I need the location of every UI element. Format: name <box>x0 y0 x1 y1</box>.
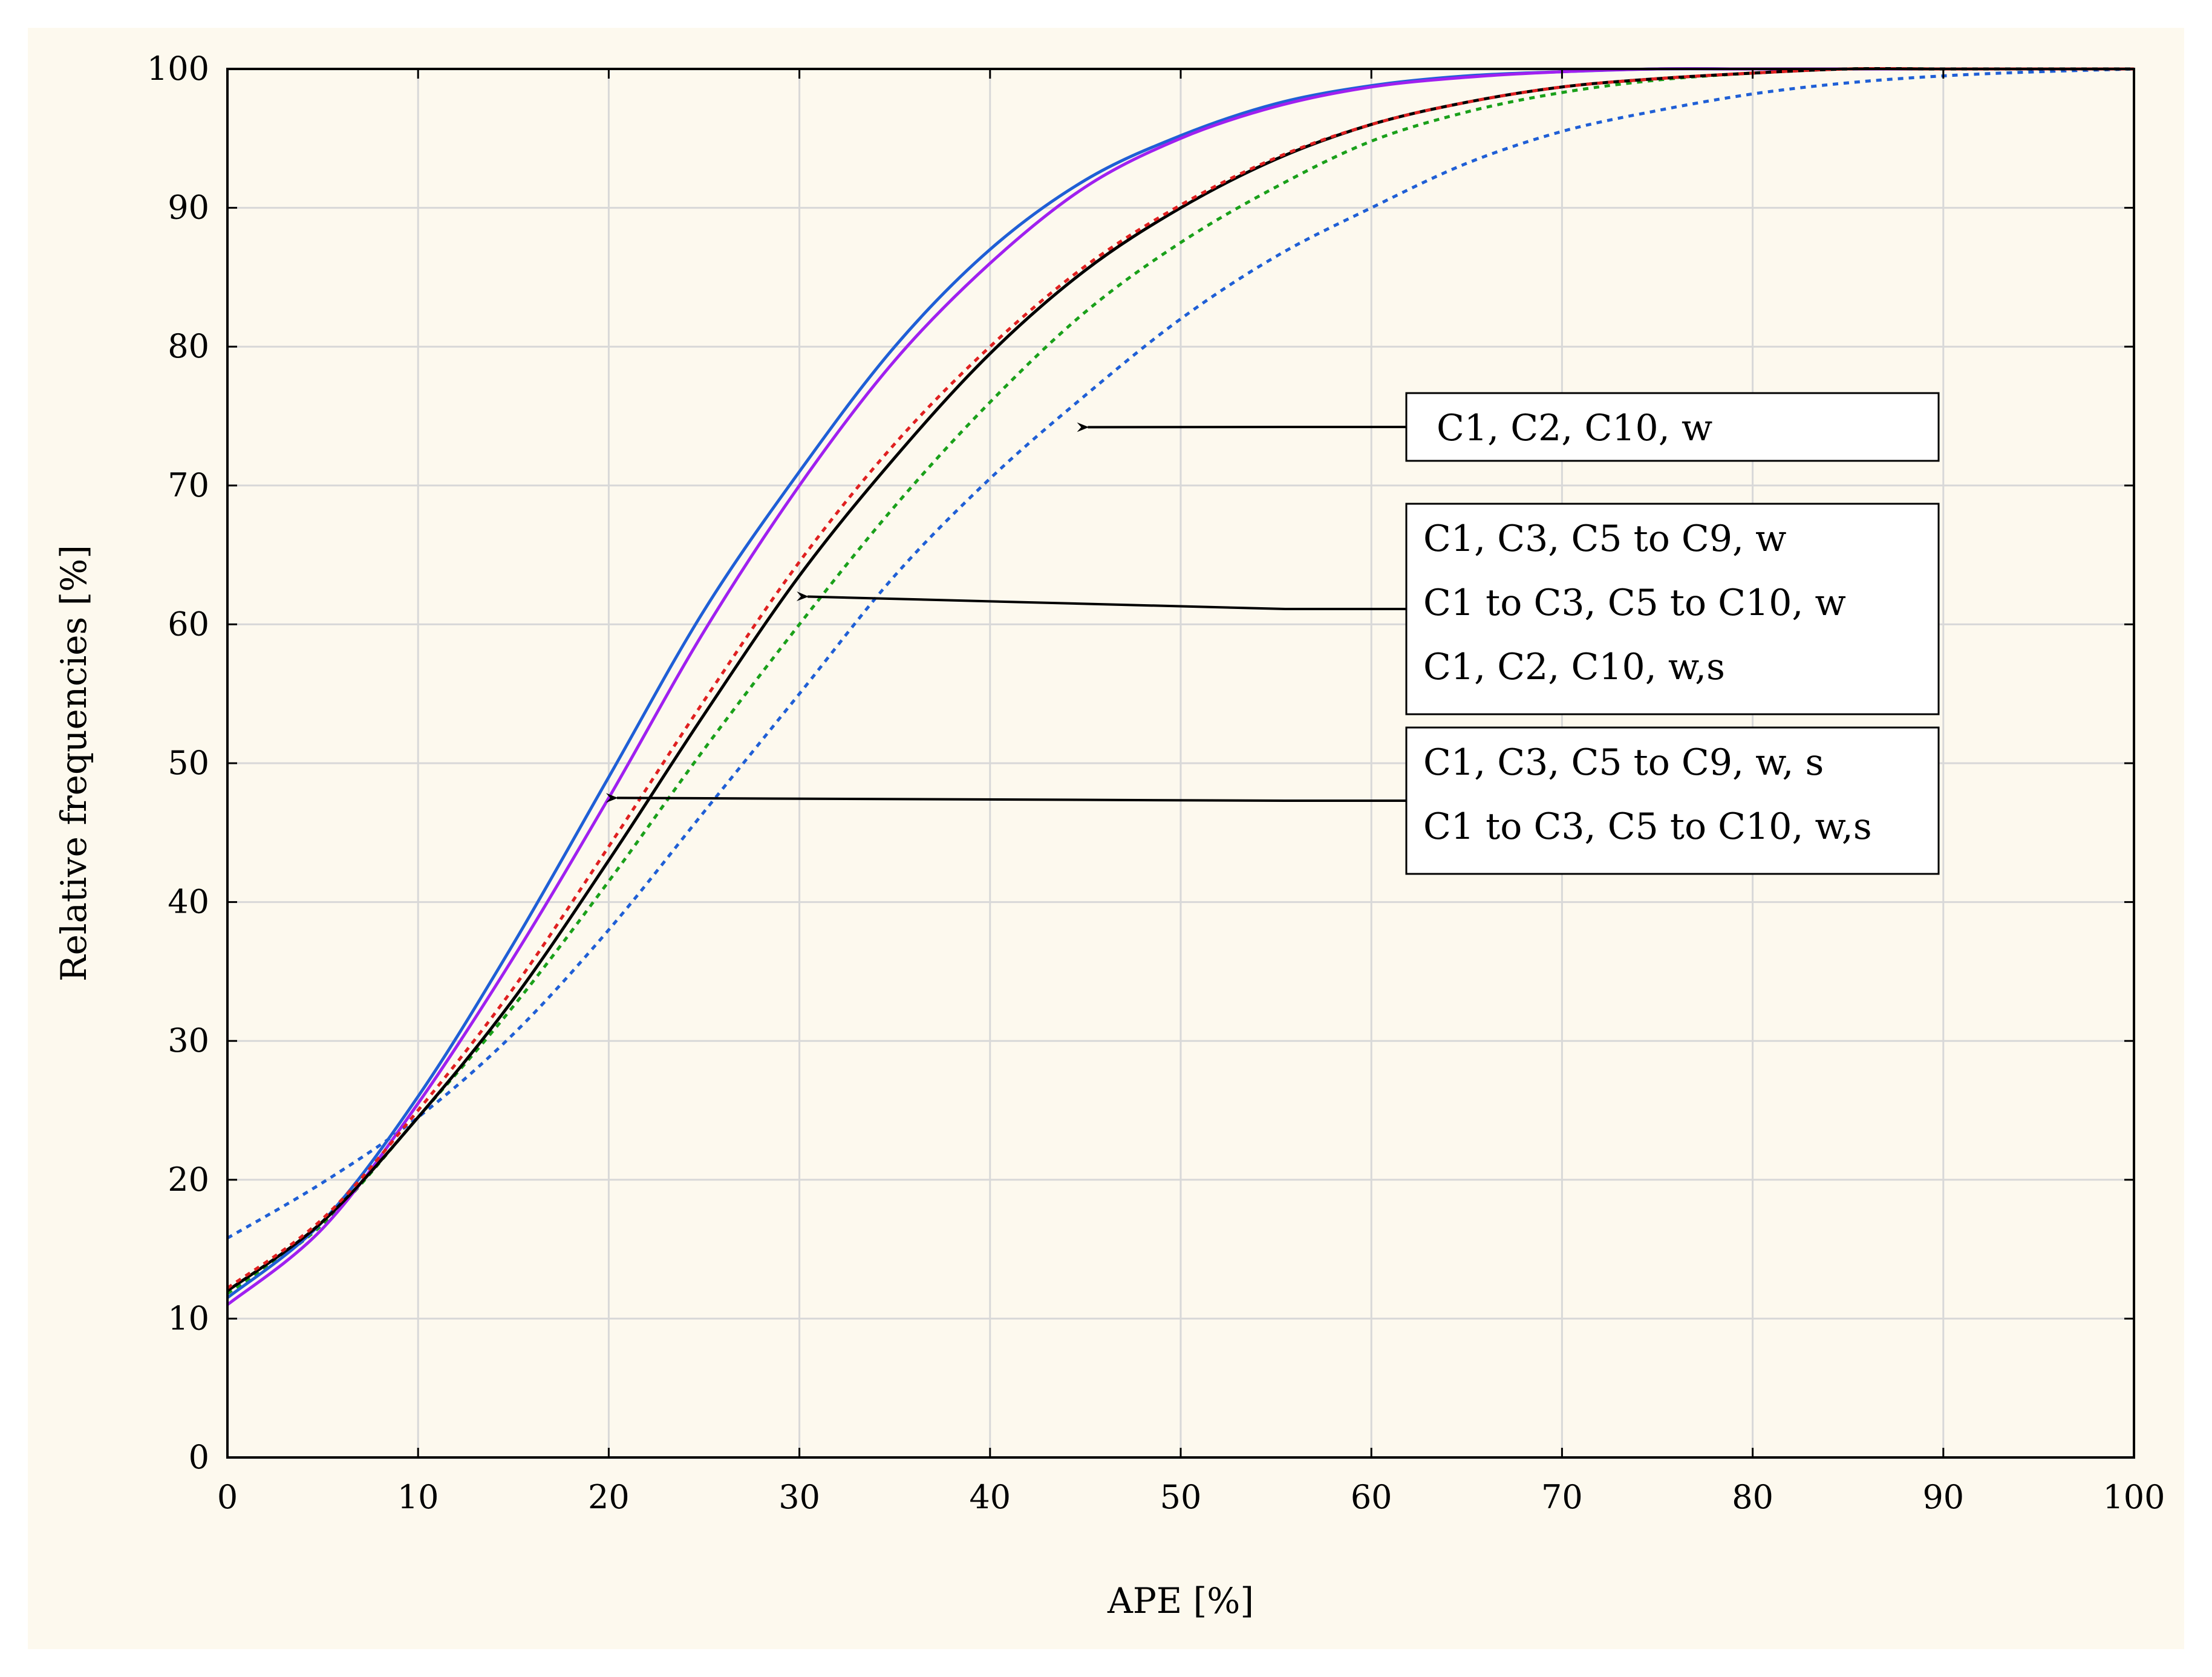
annotation-text: C1 to C3, C5 to C10, w,s <box>1423 806 1872 848</box>
x-tick-label: 70 <box>1541 1478 1583 1516</box>
annotation-arrow <box>796 591 1406 610</box>
y-axis-label: Relative frequencies [%] <box>53 545 94 982</box>
annotation-0: C1, C2, C10, w <box>1077 392 1940 462</box>
annotation-text: C1, C2, C10, w,s <box>1423 646 1725 688</box>
y-tick-label: 40 <box>168 883 209 921</box>
x-tick-label: 20 <box>588 1478 630 1516</box>
annotations: C1, C2, C10, w C1, C3, C5 to C9, w C1 to C… <box>605 392 1940 875</box>
y-tick-label: 80 <box>168 327 209 365</box>
series-lines <box>226 67 2135 1306</box>
annotation-box <box>1405 503 1940 715</box>
x-tick-label: 60 <box>1351 1478 1392 1516</box>
x-tick-label: 10 <box>397 1478 439 1516</box>
x-tick-label: 30 <box>778 1478 820 1516</box>
y-tick-label: 20 <box>168 1161 209 1199</box>
y-tick-label: 10 <box>168 1299 209 1337</box>
annotation-text: C1, C2, C10, w <box>1437 407 1712 449</box>
tick-marks <box>226 68 2135 1459</box>
x-tick-label: 90 <box>1922 1478 1964 1516</box>
series-line-3 <box>226 67 2134 1289</box>
annotation-box <box>1405 392 1940 462</box>
annotation-text: C1, C3, C5 to C9, w <box>1423 518 1787 560</box>
annotation-2: C1, C3, C5 to C9, w, s C1 to C3, C5 to C1… <box>605 726 1940 875</box>
x-tick-label: 100 <box>2103 1478 2165 1516</box>
annotation-arrow <box>605 793 1406 803</box>
annotation-text: C1 to C3, C5 to C10, w <box>1423 582 1846 624</box>
x-tick-label: 50 <box>1160 1478 1202 1516</box>
annotation-text: C1, C3, C5 to C9, w, s <box>1423 741 1824 784</box>
y-tick-labels: 0 10 20 30 40 50 60 70 80 90 100 <box>147 50 209 1476</box>
x-tick-label: 80 <box>1732 1478 1773 1516</box>
y-tick-label: 0 <box>189 1438 209 1476</box>
y-tick-label: 90 <box>168 189 209 227</box>
annotation-box <box>1405 726 1940 875</box>
x-tick-labels: 0 10 20 30 40 50 60 70 80 90 100 <box>217 1478 2165 1516</box>
annotation-1: C1, C3, C5 to C9, w C1 to C3, C5 to C10, … <box>796 503 1940 715</box>
x-tick-label: 0 <box>217 1478 238 1516</box>
y-tick-label: 70 <box>168 466 209 504</box>
x-tick-label: 40 <box>969 1478 1011 1516</box>
x-axis-label: APE [%] <box>1107 1580 1254 1621</box>
grid-lines <box>227 69 2134 1457</box>
y-tick-label: 60 <box>168 605 209 643</box>
y-tick-label: 50 <box>168 744 209 782</box>
y-tick-label: 30 <box>168 1021 209 1060</box>
y-tick-label: 100 <box>147 50 209 88</box>
